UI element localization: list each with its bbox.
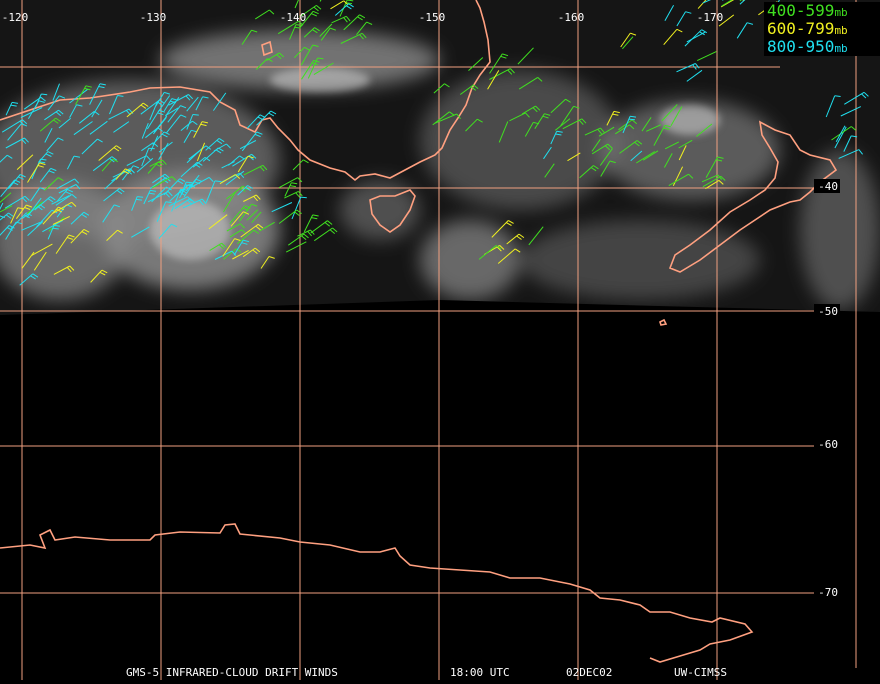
longitude-label: -130: [140, 11, 167, 24]
latitude-label: -70: [818, 586, 838, 599]
legend-label: 400-599: [767, 1, 834, 20]
wind-barb-flag: [149, 148, 155, 149]
cloud-imagery: [0, 0, 880, 315]
longitude-label: -140: [280, 11, 307, 24]
wind-barb-flag: [835, 96, 841, 97]
caption-source: UW-CIMSS: [674, 666, 727, 679]
wind-barb-flag: [137, 197, 143, 198]
longitude-label: -170: [697, 11, 724, 24]
latitude-label: -60: [818, 438, 838, 451]
wind-barb-flag: [136, 199, 142, 200]
wind-barb-flag: [193, 115, 199, 116]
legend-unit: mb: [834, 24, 847, 37]
legend-unit: mb: [834, 6, 847, 19]
caption-product: GMS-5 INFRARED-CLOUD DRIFT WINDS: [126, 666, 338, 679]
caption-date: 02DEC02: [566, 666, 612, 679]
wind-barb-flag: [186, 182, 192, 183]
longitude-label: -120: [2, 11, 29, 24]
longitude-label: -160: [558, 11, 585, 24]
latitude-label: -40: [818, 180, 838, 193]
wind-barb-flag: [301, 197, 307, 198]
caption-time: 18:00 UTC: [450, 666, 510, 679]
legend-unit: mb: [834, 42, 847, 55]
legend-label: 800-950: [767, 37, 834, 56]
wind-barb-flag: [629, 119, 635, 120]
wind-barb-flag: [215, 181, 221, 182]
latitude-label: -50: [818, 305, 838, 318]
longitude-label: -150: [419, 11, 446, 24]
legend-label: 600-799: [767, 19, 834, 38]
wind-barb-flag: [185, 185, 191, 186]
